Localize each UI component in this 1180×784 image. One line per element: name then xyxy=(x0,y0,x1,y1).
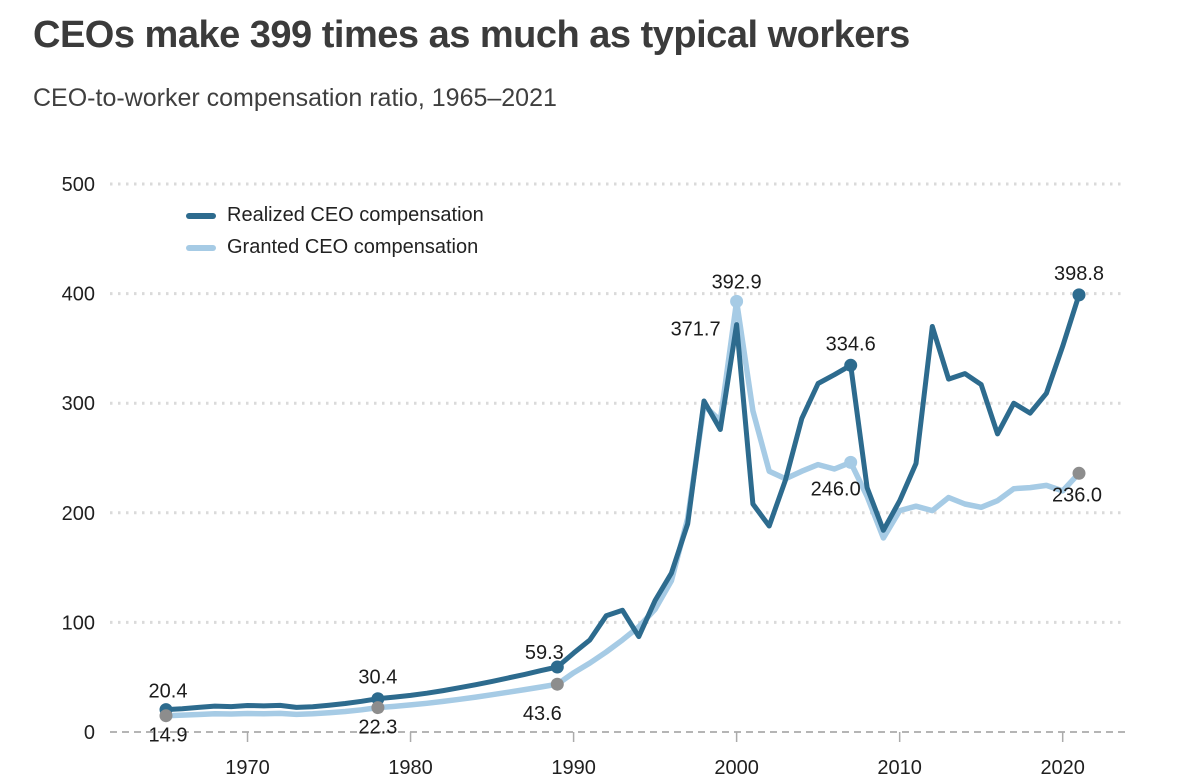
data-label: 398.8 xyxy=(1054,263,1104,285)
data-point-marker xyxy=(159,709,173,723)
legend-item-realized: Realized CEO compensation xyxy=(186,204,484,227)
series-realized-line xyxy=(163,292,1082,713)
legend-label-granted: Granted CEO compensation xyxy=(227,236,479,258)
data-label: 59.3 xyxy=(525,642,564,664)
data-label: 22.3 xyxy=(358,717,397,739)
series-granted-line xyxy=(163,298,1082,719)
legend-label-realized: Realized CEO compensation xyxy=(227,204,484,226)
legend-swatch-realized-icon xyxy=(186,212,216,219)
chart-legend: Realized CEO compensation Granted CEO co… xyxy=(186,204,484,259)
data-point-marker xyxy=(1072,466,1086,480)
y-tick-label: 500 xyxy=(62,174,95,196)
data-point-markers xyxy=(159,288,1086,723)
data-point-marker xyxy=(844,358,858,372)
data-point-marker xyxy=(550,660,564,674)
y-tick-label: 100 xyxy=(62,612,95,634)
data-point-marker xyxy=(371,692,385,706)
y-grid-and-labels: 0 100 200 300 400 500 xyxy=(62,174,1126,744)
data-label: 334.6 xyxy=(826,333,876,355)
y-tick-label: 400 xyxy=(62,284,95,306)
x-tick-label: 1970 xyxy=(225,757,270,779)
data-point-marker xyxy=(1072,288,1086,302)
data-point-marker xyxy=(844,455,858,469)
data-label: 30.4 xyxy=(358,667,397,689)
x-tick-label: 1980 xyxy=(388,757,433,779)
y-tick-label: 300 xyxy=(62,393,95,415)
chart-subtitle: CEO-to-worker compensation ratio, 1965–2… xyxy=(33,84,557,112)
legend-swatch-granted-icon xyxy=(186,244,216,251)
data-label: 236.0 xyxy=(1052,484,1102,506)
data-point-marker xyxy=(550,677,564,691)
x-axis-ticks-and-labels: 1970 1980 1990 2000 2010 2020 xyxy=(225,732,1085,779)
x-tick-label: 2010 xyxy=(877,757,922,779)
data-label: 14.9 xyxy=(149,725,188,747)
data-label: 20.4 xyxy=(149,681,188,703)
data-labels: 20.4 14.9 30.4 22.3 59.3 43.6 371.7 392.9 334.6 2… xyxy=(149,263,1105,747)
legend-item-granted: Granted CEO compensation xyxy=(186,236,484,259)
y-tick-label: 0 xyxy=(84,722,95,744)
chart-title: CEOs make 399 times as much as typical w… xyxy=(33,14,910,56)
x-tick-label: 1990 xyxy=(551,757,596,779)
data-label: 43.6 xyxy=(523,703,562,725)
x-tick-label: 2020 xyxy=(1040,757,1085,779)
data-label: 246.0 xyxy=(811,478,861,500)
data-label: 371.7 xyxy=(671,319,721,341)
y-tick-label: 200 xyxy=(62,503,95,525)
x-tick-label: 2000 xyxy=(714,757,759,779)
data-point-marker xyxy=(371,701,385,715)
data-point-marker xyxy=(730,294,744,308)
data-label: 392.9 xyxy=(712,271,762,293)
